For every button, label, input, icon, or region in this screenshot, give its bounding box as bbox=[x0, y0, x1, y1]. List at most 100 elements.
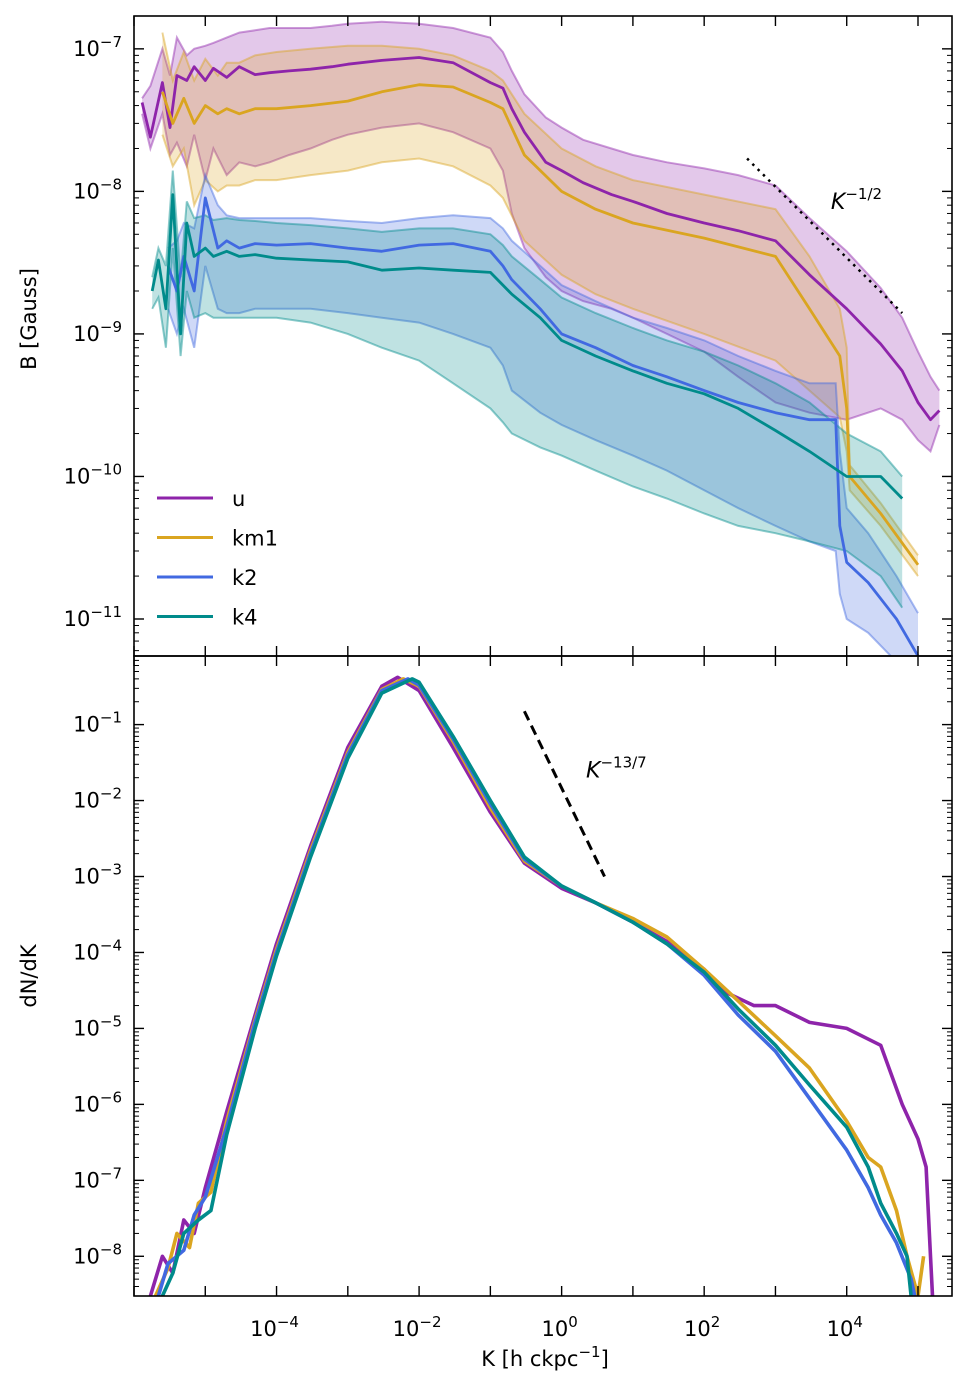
band-lower-k2 bbox=[167, 265, 893, 656]
y-tick-base: 10 bbox=[73, 1016, 100, 1040]
slope-guide-dotted bbox=[746, 157, 904, 314]
x-tick-base: 10 bbox=[541, 1317, 568, 1341]
y-tick-label: 10−2 bbox=[73, 785, 122, 813]
y-tick-exp: −10 bbox=[90, 460, 122, 478]
series-line-km1 bbox=[161, 83, 920, 566]
x-tick-exp: 4 bbox=[853, 1313, 863, 1331]
x-tick-exp: −2 bbox=[419, 1313, 441, 1331]
band-lower-k4 bbox=[151, 248, 904, 609]
y-tick-base: 10 bbox=[73, 37, 100, 61]
y-tick-label: 10−7 bbox=[73, 1164, 122, 1192]
y-tick-base: 10 bbox=[64, 607, 91, 631]
legend: u km1 k2 k4 bbox=[157, 487, 278, 630]
y-tick-base: 10 bbox=[73, 179, 100, 203]
y-tick-base: 10 bbox=[73, 713, 100, 737]
annotation-exp: −1/2 bbox=[845, 185, 882, 203]
x-tick-base: 10 bbox=[393, 1317, 420, 1341]
top-series-lines bbox=[140, 56, 941, 656]
band-lower-u bbox=[141, 109, 941, 454]
annotation-exp: −13/7 bbox=[600, 754, 646, 772]
annotation-base: K bbox=[586, 759, 602, 784]
bottom-panel-dn-dk: 10−810−710−610−510−410−310−210−110−4 10−2… bbox=[17, 655, 953, 1341]
x-tick-exp: 0 bbox=[568, 1313, 578, 1331]
top-slope-annotation: K−1/2 bbox=[831, 185, 882, 215]
x-tick-base: 10 bbox=[684, 1317, 711, 1341]
band-upper-k2 bbox=[167, 171, 919, 614]
y-tick-exp: −7 bbox=[100, 33, 122, 51]
y-tick-label: 10−3 bbox=[73, 861, 122, 889]
y-tick-base: 10 bbox=[64, 464, 91, 488]
x-tick-exp: 2 bbox=[711, 1313, 721, 1331]
y-tick-exp: −8 bbox=[100, 175, 122, 193]
y-tick-label: 10−5 bbox=[73, 1012, 122, 1040]
series-line-k2 bbox=[156, 677, 917, 1296]
y-tick-exp: −9 bbox=[100, 318, 122, 336]
band-km1 bbox=[162, 32, 918, 577]
band-upper-k4 bbox=[151, 170, 903, 478]
y-tick-label: 10−9 bbox=[73, 318, 122, 346]
y-tick-exp: −2 bbox=[100, 785, 122, 803]
y-tick-exp: −11 bbox=[90, 603, 122, 621]
x-axis-label-end: ] bbox=[601, 1347, 609, 1371]
x-axis-label-text: K [h ckpc bbox=[481, 1347, 578, 1371]
x-tick-exp: −4 bbox=[277, 1313, 299, 1331]
band-k4 bbox=[152, 170, 903, 608]
series-line-u bbox=[140, 56, 941, 422]
y-tick-base: 10 bbox=[73, 865, 100, 889]
x-tick-label: 10−2 bbox=[393, 1313, 442, 1341]
x-tick-label: 102 bbox=[684, 1313, 720, 1341]
bottom-y-axis-label: dN/dK bbox=[17, 943, 41, 1007]
y-tick-base: 10 bbox=[73, 322, 100, 346]
legend-label-u: u bbox=[232, 487, 245, 511]
x-axis-label: K [h ckpc−1] bbox=[481, 1343, 609, 1371]
annotation-base: K bbox=[831, 190, 847, 215]
y-tick-base: 10 bbox=[73, 940, 100, 964]
legend-label-k4: k4 bbox=[232, 606, 258, 630]
x-tick-base: 10 bbox=[827, 1317, 854, 1341]
y-tick-label: 10−1 bbox=[73, 709, 122, 737]
y-tick-label: 10−4 bbox=[73, 936, 122, 964]
series-line-km1 bbox=[153, 677, 926, 1296]
legend-label-km1: km1 bbox=[232, 527, 278, 551]
y-tick-exp: −1 bbox=[100, 709, 122, 727]
y-tick-label: 10−11 bbox=[64, 603, 122, 631]
y-tick-base: 10 bbox=[73, 1168, 100, 1192]
top-uncertainty-bands bbox=[141, 20, 941, 656]
y-tick-label: 10−8 bbox=[73, 1240, 122, 1268]
top-guide-line bbox=[746, 157, 904, 314]
x-tick-label: 100 bbox=[541, 1313, 577, 1341]
bottom-series-lines bbox=[148, 675, 935, 1296]
bottom-axes: 10−810−710−610−510−410−310−210−110−4 10−2… bbox=[73, 655, 953, 1341]
y-tick-base: 10 bbox=[73, 1244, 100, 1268]
x-axis-label-sup: −1 bbox=[578, 1343, 600, 1361]
bottom-guide-line bbox=[523, 710, 606, 878]
x-tick-label: 104 bbox=[827, 1313, 863, 1341]
x-tick-label: 10−4 bbox=[250, 1313, 299, 1341]
y-tick-base: 10 bbox=[73, 1092, 100, 1116]
band-u bbox=[142, 21, 940, 452]
y-tick-exp: −5 bbox=[100, 1012, 122, 1030]
band-lower-km1 bbox=[161, 134, 919, 577]
y-tick-label: 10−8 bbox=[73, 175, 122, 203]
x-tick-base: 10 bbox=[250, 1317, 277, 1341]
y-tick-exp: −7 bbox=[100, 1164, 122, 1182]
y-tick-exp: −4 bbox=[100, 936, 122, 954]
series-line-k2 bbox=[166, 196, 920, 656]
bottom-slope-annotation: K−13/7 bbox=[586, 754, 647, 784]
legend-label-k2: k2 bbox=[232, 566, 258, 590]
top-y-axis-label: B [Gauss] bbox=[17, 268, 41, 370]
y-tick-label: 10−10 bbox=[64, 460, 122, 488]
y-tick-exp: −6 bbox=[100, 1088, 122, 1106]
y-tick-label: 10−6 bbox=[73, 1088, 122, 1116]
series-line-k4 bbox=[160, 677, 913, 1296]
series-line-k4 bbox=[150, 193, 904, 500]
y-tick-label: 10−7 bbox=[73, 33, 122, 61]
slope-guide-dashed bbox=[523, 710, 606, 878]
band-k2 bbox=[168, 175, 918, 656]
y-tick-exp: −3 bbox=[100, 861, 122, 879]
y-tick-base: 10 bbox=[73, 789, 100, 813]
y-tick-exp: −8 bbox=[100, 1240, 122, 1258]
